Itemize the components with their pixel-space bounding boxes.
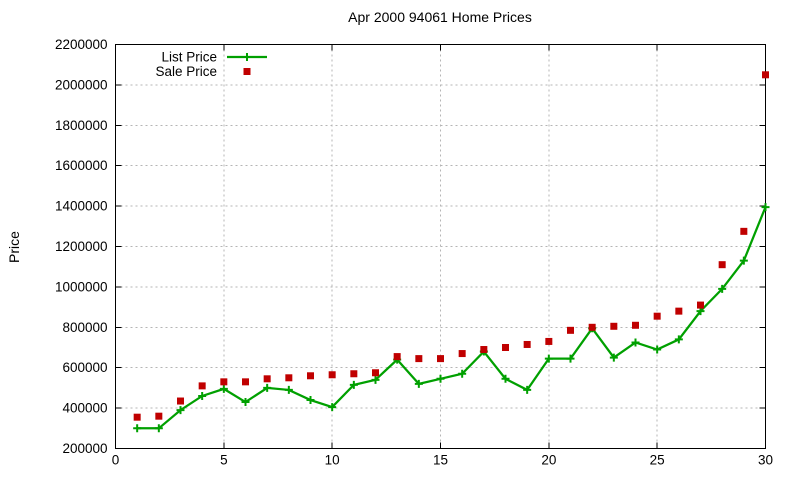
square-marker xyxy=(307,372,314,380)
square-marker xyxy=(697,301,704,309)
plus-marker xyxy=(414,379,423,388)
plus-marker xyxy=(631,338,640,347)
square-marker xyxy=(155,412,163,420)
square-marker xyxy=(350,370,358,378)
plus-marker xyxy=(219,384,228,393)
square-marker xyxy=(458,350,466,358)
x-tick-labels: 0 5 10 15 20 25 30 xyxy=(112,453,773,468)
x-tick-label: 25 xyxy=(650,453,665,468)
plus-marker xyxy=(198,391,207,400)
plus-marker xyxy=(653,345,662,354)
y-tick-label: 1600000 xyxy=(55,158,108,173)
plus-marker xyxy=(761,203,770,212)
square-marker xyxy=(610,322,618,330)
square-marker xyxy=(177,397,184,405)
x-tick-label: 15 xyxy=(433,453,448,468)
plus-marker xyxy=(176,406,185,415)
sale-price-series xyxy=(133,71,769,421)
axes-frame xyxy=(115,44,766,449)
plus-marker xyxy=(718,284,727,293)
plus-marker xyxy=(566,354,575,363)
square-marker xyxy=(502,344,509,351)
plus-marker xyxy=(263,383,272,392)
square-marker xyxy=(437,355,444,363)
plus-marker xyxy=(609,353,618,362)
square-marker xyxy=(632,321,639,329)
plus-marker xyxy=(284,385,293,394)
square-marker xyxy=(285,374,293,382)
plus-marker xyxy=(544,354,553,363)
plus-marker xyxy=(523,385,532,394)
y-tick-label: 2200000 xyxy=(55,37,108,52)
square-marker xyxy=(243,68,251,75)
square-marker xyxy=(545,337,553,345)
square-marker xyxy=(372,369,379,377)
y-tick-labels: 200000 400000 600000 800000 1000000 1200000 14… xyxy=(55,37,108,456)
square-marker xyxy=(653,312,661,320)
gridlines xyxy=(115,44,766,449)
x-tick-label: 5 xyxy=(220,453,228,468)
square-marker xyxy=(198,382,206,390)
x-tick-label: 0 xyxy=(112,453,120,468)
square-marker xyxy=(263,375,271,383)
plus-marker xyxy=(371,375,380,384)
square-marker xyxy=(133,413,141,421)
y-tick-label: 1400000 xyxy=(55,199,108,214)
square-marker xyxy=(718,261,726,269)
plus-marker xyxy=(243,53,251,61)
square-marker xyxy=(480,346,488,354)
y-tick-label: 2000000 xyxy=(55,77,108,92)
y-tick-label: 1800000 xyxy=(55,118,108,133)
plus-marker xyxy=(436,374,445,383)
plus-marker xyxy=(739,256,748,265)
square-marker xyxy=(393,353,401,361)
square-marker xyxy=(740,227,748,235)
square-marker xyxy=(415,355,423,363)
plus-marker xyxy=(349,380,358,389)
plus-marker xyxy=(458,369,467,378)
plus-marker xyxy=(133,424,142,433)
x-tick-label: 30 xyxy=(758,453,773,468)
plus-marker xyxy=(154,424,163,433)
y-tick-label: 800000 xyxy=(62,320,107,335)
plus-marker xyxy=(306,396,315,405)
y-tick-label: 1200000 xyxy=(55,239,108,254)
chart-title: Apr 2000 94061 Home Prices xyxy=(348,9,532,25)
plus-marker xyxy=(241,398,250,407)
square-marker xyxy=(762,71,769,79)
y-tick-label: 1000000 xyxy=(55,279,108,294)
plus-marker xyxy=(674,335,683,344)
plus-marker xyxy=(501,374,510,383)
x-tick-label: 10 xyxy=(325,453,340,468)
square-marker xyxy=(675,307,683,315)
square-marker xyxy=(588,323,596,331)
y-tick-label: 200000 xyxy=(62,441,107,456)
square-marker xyxy=(523,340,531,348)
y-tick-label: 600000 xyxy=(62,360,107,375)
x-tick-label: 20 xyxy=(541,453,556,468)
series-line xyxy=(137,206,767,430)
square-marker xyxy=(242,378,249,386)
square-marker xyxy=(220,378,228,386)
list-price-series xyxy=(133,203,770,433)
square-marker xyxy=(567,326,574,334)
plus-marker xyxy=(328,403,337,412)
square-marker xyxy=(328,371,336,379)
y-tick-label: 400000 xyxy=(62,401,107,416)
legend-label: List Price xyxy=(161,50,217,65)
legend-label: Sale Price xyxy=(155,64,217,79)
